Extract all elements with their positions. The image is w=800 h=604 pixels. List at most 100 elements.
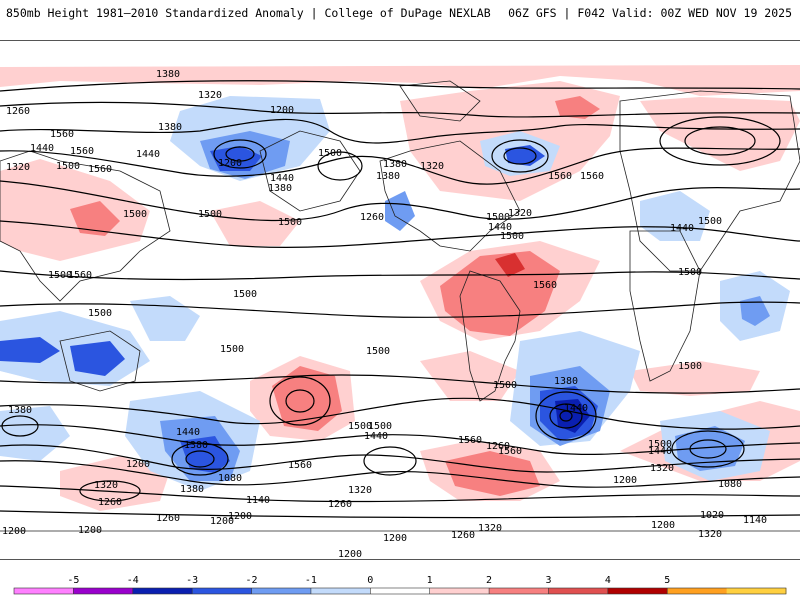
height-contour-label: 1320 [478,523,502,534]
colorbar-tick-label: 0 [367,575,373,586]
map-title: 850mb Height 1981–2010 Standardized Anom… [6,6,491,20]
height-contour-label: 1380 [8,405,32,416]
colorbar-tick-label: 5 [664,575,670,586]
height-contour-label: 1380 [268,183,292,194]
height-contour-label: 1260 [156,513,180,524]
colorbar-tick-label: 2 [486,575,492,586]
colorbar-tick-labels: -5 -4 -3 -2 -1 0 1 2 3 4 5 [67,575,670,594]
height-contour-label: 1320 [94,480,118,491]
height-contour-label: 1140 [743,515,767,526]
height-contour-label: 1200 [651,520,675,531]
height-contour-label: 1560 [533,280,557,291]
negative-anomaly-region [385,191,415,231]
positive-anomaly-region [70,201,120,236]
height-contour-label: 1500 [318,148,342,159]
colorbar-segment [548,588,609,594]
height-contour-label: 1500 [486,212,510,223]
height-contour-label: 1560 [70,146,94,157]
colorbar-tick-label: -4 [127,575,139,586]
height-contour-label: 1200 [270,105,294,116]
height-contour-label: 1320 [650,463,674,474]
height-contour-label: 1500 [198,209,222,220]
positive-anomaly-region [640,97,800,171]
positive-anomaly-region [445,451,540,496]
height-contour-label: 1500 [366,346,390,357]
height-contour-label: 1320 [508,208,532,219]
height-contour-label: 1200 [218,158,242,169]
height-contour-label: 1500 [500,231,524,242]
colorbar: -5 -4 -3 -2 -1 0 1 2 3 4 5 [0,566,800,600]
height-contour-label: 1440 [364,431,388,442]
height-contour-label: 1500 [348,421,372,432]
height-contour-label: 1380 [554,376,578,387]
height-contour-label: 1200 [383,533,407,544]
colorbar-segment [14,588,74,594]
positive-anomaly-region [0,65,800,96]
colorbar-tick-label: -5 [67,575,79,586]
colorbar-tick-label: -2 [246,575,258,586]
height-contour-label: 1500 [56,161,80,172]
height-contour-label: 1500 [233,289,257,300]
height-contour-label: 1080 [718,479,742,490]
height-contour-label: 1440 [670,223,694,234]
height-contour-label: 1440 [136,149,160,160]
colorbar-segments [13,587,787,595]
height-contour-label: 1320 [420,161,444,172]
map-panel[interactable]: 1380 1320 1260 1200 1380 1560 1440 1500 1560 1500… [0,40,800,560]
colorbar-segment [489,588,549,594]
colorbar-segment [726,588,787,594]
height-contour-label: 1260 [6,106,30,117]
height-contour-label: 1380 [383,159,407,170]
height-contour-label: 1260 [98,497,122,508]
colorbar-segment [132,588,193,594]
colorbar-segment [667,588,728,594]
header: 850mb Height 1981–2010 Standardized Anom… [0,0,800,24]
coastlines [0,80,800,532]
height-contour-label: 1140 [246,495,270,506]
colorbar-svg: -5 -4 -3 -2 -1 0 1 2 3 4 5 [13,575,787,595]
height-contour-label: 1380 [156,69,180,80]
positive-anomaly-region [210,201,300,246]
colorbar-segment [370,588,431,594]
positive-anomaly-region [630,361,760,396]
height-contour-label: 1500 [648,439,672,450]
height-contour-label: 1200 [613,475,637,486]
height-contour-label: 1560 [288,460,312,471]
height-contour-label: 1500 [698,216,722,227]
height-contours [0,80,800,519]
height-contour-label: 1380 [180,484,204,495]
colorbar-segment [192,588,253,594]
colorbar-tick-label: -3 [186,575,198,586]
height-contour-label: 1260 [451,530,475,541]
height-contour-label: 1500 [48,270,72,281]
height-contour-label: 1500 [88,308,112,319]
height-contour-label: 1320 [348,485,372,496]
height-contour-label: 1560 [580,171,604,182]
height-contour-label: 1260 [360,212,384,223]
colorbar-tick-label: 3 [545,575,551,586]
height-contour-label: 1200 [2,526,26,537]
height-contour-label: 1320 [198,90,222,101]
negative-anomaly-region [130,296,200,341]
height-contour-label: 1440 [30,143,54,154]
height-contour-label: 1500 [678,267,702,278]
positive-anomaly-region [555,96,600,119]
height-contour-label: 1560 [548,171,572,182]
colorbar-segment [429,588,490,594]
negative-anomaly-region [0,406,70,461]
colorbar-segment [73,588,134,594]
height-contour-label: 1200 [126,459,150,470]
height-contour-label: 1500 [368,421,392,432]
height-contour-label: 1200 [210,516,234,527]
positive-anomaly-region [420,351,520,401]
height-contour-label: 1560 [50,129,74,140]
colorbar-outline [13,587,787,595]
height-contour-label: 1500 [493,380,517,391]
height-contour-label: 1560 [458,435,482,446]
colorbar-segment [310,588,371,594]
colorbar-tick-label: 4 [605,575,611,586]
height-contour-label: 1500 [678,361,702,372]
height-contour-label: 1260 [328,499,352,510]
height-contour-label: 1380 [158,122,182,133]
